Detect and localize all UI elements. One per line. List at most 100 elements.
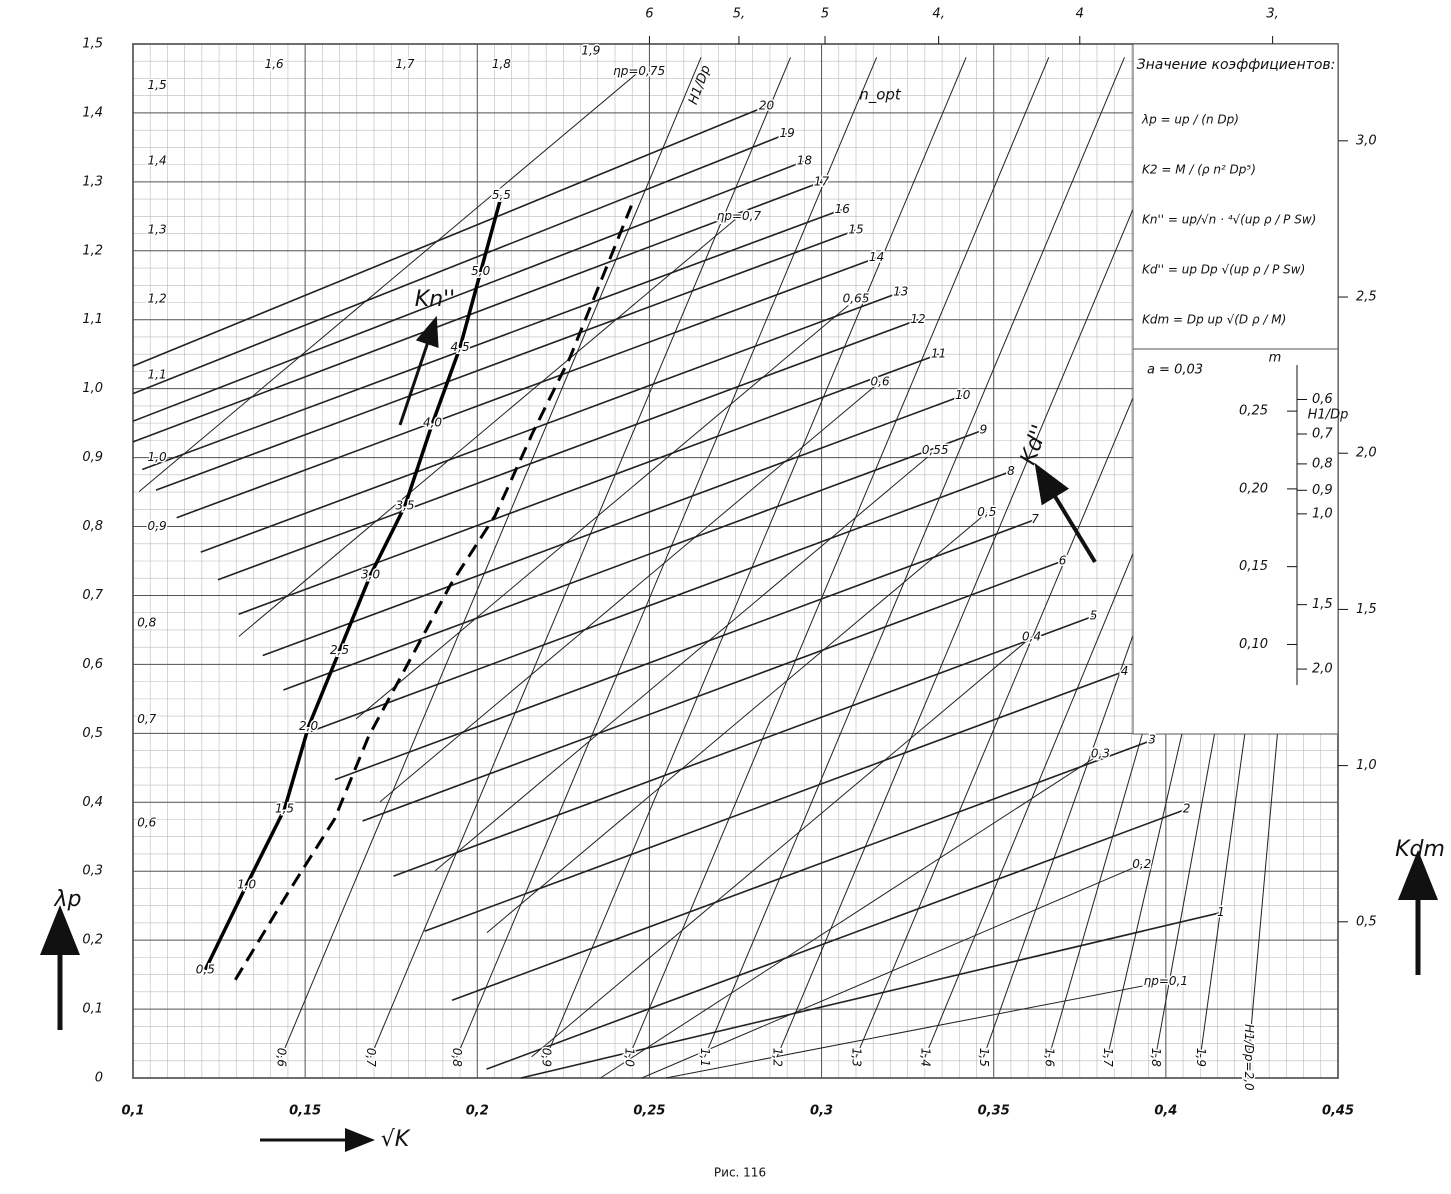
h-ratio-label: 1,5	[977, 1048, 991, 1067]
region-label: 1,0	[148, 450, 167, 464]
region-label: 1,5	[148, 78, 167, 92]
kd-line	[520, 911, 1222, 1079]
legend-formula: λp = up / (n Dp)	[1141, 113, 1239, 127]
eta-label: ηp=0,75	[613, 64, 665, 78]
y-tick-label: 1,1	[82, 312, 103, 327]
inset-m-label: 0,15	[1239, 559, 1268, 574]
kd-line	[486, 808, 1187, 1070]
kn-curve	[203, 195, 504, 971]
y2-tick-label: 3,0	[1356, 133, 1377, 148]
kd-line	[451, 739, 1153, 1001]
inset-m-label: 0,25	[1239, 404, 1268, 419]
inset-h-label: 0,7	[1312, 427, 1333, 442]
x-tick-label: 0,25	[633, 1104, 665, 1119]
eta-label: 0,6	[871, 374, 890, 388]
kn-label: 3,5	[395, 498, 414, 512]
eta-line	[486, 512, 988, 934]
y-tick-label: 0,8	[82, 519, 103, 534]
inset-h-label: 1,0	[1312, 506, 1333, 521]
h-ratio-label: 1,4	[918, 1048, 932, 1067]
y-tick-label: 0,6	[82, 657, 103, 672]
top-tick-label: 6	[645, 7, 653, 22]
caption: Рис. 116	[714, 1166, 766, 1180]
eta-line	[665, 981, 1166, 1079]
y2-axis-label: Kdm	[1395, 837, 1445, 862]
kd-label: 5	[1090, 609, 1098, 623]
h-ratio-label: 0,6	[275, 1048, 289, 1067]
top-tick-label: 4	[1076, 7, 1084, 22]
y2-tick-label: 0,5	[1356, 914, 1377, 929]
legend-formula: K2 = M / (ρ n² Dp⁵)	[1142, 163, 1256, 177]
x-tick-label: 0,1	[121, 1104, 144, 1119]
eta-line	[531, 636, 1032, 1058]
h-ratio-label: 1,0	[622, 1048, 636, 1067]
kd-line	[132, 181, 822, 443]
y2-tick-label: 2,0	[1356, 446, 1377, 461]
region-label: 1,1	[148, 367, 167, 381]
inset-h-label: 0,8	[1312, 456, 1333, 471]
region-label: 1,3	[148, 223, 167, 237]
kn-label: 5,0	[471, 264, 490, 278]
inset-note: a = 0,03	[1147, 363, 1203, 378]
kd-line	[334, 518, 1036, 781]
y-tick-label: 0	[95, 1071, 103, 1086]
top-tick-label: 5	[821, 7, 829, 22]
top-tick-label: 5,	[733, 7, 745, 22]
kd-label: 1	[1217, 905, 1225, 919]
h-ratio-line	[704, 57, 1125, 1058]
kn-label: 1,5	[275, 802, 294, 816]
kd-label: 9	[980, 423, 988, 437]
kn-dashed-curve	[234, 205, 633, 981]
y-axis-label: λp	[54, 887, 82, 912]
eta-label: 0,3	[1091, 747, 1110, 761]
h-ratio-label: H1/Dp=2,0	[1242, 1024, 1256, 1091]
kn-label: 4,5	[451, 340, 470, 354]
eta-label: 0,4	[1022, 629, 1041, 643]
inset-h-label: H1/Dp	[1308, 408, 1349, 423]
kd-label: 14	[869, 250, 884, 264]
kn-label: 1,0	[237, 877, 256, 891]
h-ratio-label: 1,6	[1042, 1048, 1056, 1067]
kd-label: 10	[955, 388, 971, 402]
kn-arrow	[398, 315, 439, 426]
region-label: 0,6	[137, 815, 156, 829]
kd-label: 11	[931, 347, 946, 361]
h-ratio-label: 1,1	[698, 1048, 712, 1067]
h-ratio-label: 1,8	[1149, 1048, 1163, 1067]
eta-label: 0,2	[1132, 857, 1151, 871]
region-label: 0,8	[137, 616, 156, 630]
h-ratio-label: 0,7	[364, 1048, 378, 1067]
kd-label: 13	[893, 285, 908, 299]
region-label: 0,9	[148, 519, 167, 533]
eta-label: ηp=0,7	[717, 209, 762, 223]
h-ratio-label: 1,2	[770, 1048, 784, 1067]
region-label: 0,7	[137, 712, 156, 726]
y2-tick-label: 1,0	[1356, 758, 1377, 773]
legend-box	[1132, 43, 1339, 350]
legend-title: Значение коэффициентов:	[1137, 57, 1336, 73]
legend-formula: Kn'' = up/√n · ⁴√(up ρ / P Sw)	[1142, 213, 1316, 227]
kn-label: 5,5	[492, 188, 511, 202]
y-tick-label: 0,2	[82, 933, 103, 948]
inset-h-label: 0,9	[1312, 483, 1333, 498]
y-tick-label: 1,0	[82, 381, 103, 396]
x-tick-label: 0,3	[810, 1104, 833, 1119]
h-ratio-label: 0,8	[450, 1048, 464, 1067]
y2-tick-label: 2,5	[1356, 290, 1377, 305]
kd-line	[262, 394, 964, 657]
kd-label: Kd''	[1016, 422, 1053, 469]
y-tick-label: 0,7	[82, 588, 103, 603]
eta-label: ηp=0,1	[1144, 974, 1188, 988]
kd-line	[176, 256, 877, 519]
inset-h-label: 2,0	[1312, 662, 1333, 677]
kd-line	[132, 105, 767, 367]
kd-label: 6	[1059, 554, 1067, 568]
y-tick-label: 0,1	[82, 1002, 103, 1017]
h-ratio-label: 1,9	[1194, 1048, 1208, 1067]
kd-label: 16	[835, 202, 851, 216]
inset-m-label: 0,20	[1239, 481, 1268, 496]
kd-line	[217, 318, 919, 581]
h-ratio-label: 1,3	[850, 1048, 864, 1067]
y-tick-label: 1,3	[82, 174, 103, 189]
